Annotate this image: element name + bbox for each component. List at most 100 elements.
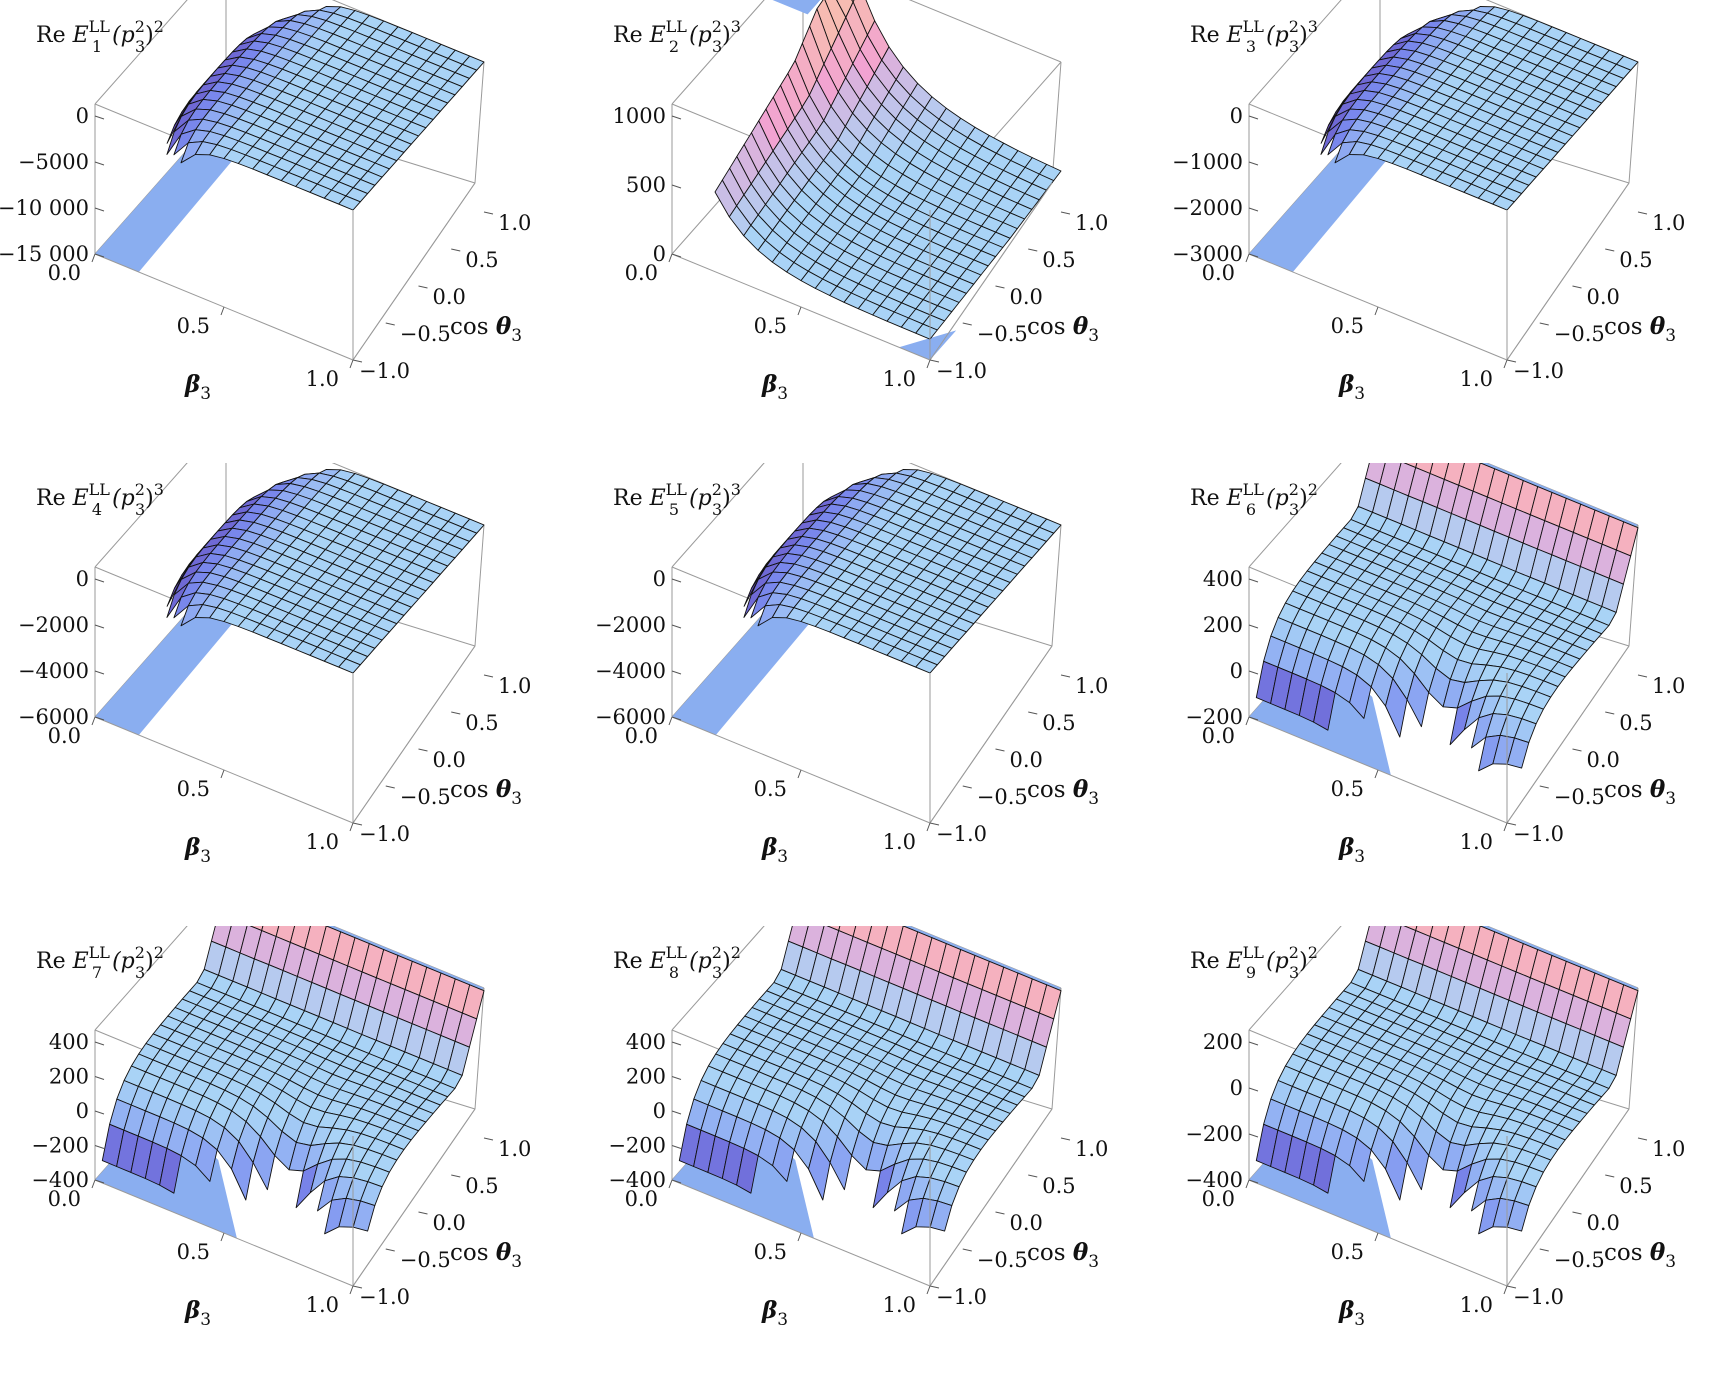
theta-symbol: θ — [1073, 1239, 1089, 1266]
z-tick-label: −1000 — [1172, 150, 1243, 174]
title-symbol: E — [649, 23, 666, 48]
cos-tick-label: −0.5 — [977, 785, 1028, 809]
theta-subscript: 3 — [1088, 1252, 1099, 1272]
title-symbol: E — [72, 486, 89, 511]
theta-symbol: θ — [496, 776, 512, 803]
panel-title: Re ELL 3 (p2 3)3 — [1190, 17, 1318, 56]
title-power: 2 — [731, 943, 741, 962]
title-superscript: LL — [89, 17, 111, 36]
cos-tick-mark — [1506, 822, 1517, 826]
z-tick-label: 0 — [653, 567, 666, 591]
cos-tick-mark — [1060, 211, 1071, 215]
cos-tick-mark — [962, 322, 972, 326]
title-superscript: LL — [89, 943, 111, 962]
title-superscript: LL — [1243, 17, 1265, 36]
cos-tick-mark — [1506, 359, 1517, 363]
cos-tick-mark — [385, 785, 395, 789]
z-tick-mark — [94, 207, 105, 212]
panel-title: Re ELL 4 (p2 3)3 — [36, 480, 164, 519]
z-tick-label: −10 000 — [0, 196, 89, 220]
beta-tick-label: 0.0 — [48, 724, 81, 748]
cos-tick-label: −1.0 — [1513, 1285, 1564, 1309]
cos-tick-label: 0.5 — [465, 1174, 498, 1198]
box-edge — [352, 1108, 476, 1287]
beta-tick-mark — [91, 1179, 96, 1189]
beta-tick-label: 0.0 — [1202, 724, 1235, 748]
cos-tick-label: 0.0 — [1010, 1211, 1043, 1235]
theta-subscript: 3 — [1088, 326, 1099, 346]
z-tick-mark — [94, 670, 105, 675]
z-tick-label: 0 — [653, 242, 666, 266]
beta-tick-label: 0.5 — [1331, 1240, 1364, 1264]
cos-tick-label: −1.0 — [1513, 359, 1564, 383]
theta-symbol: θ — [1073, 776, 1089, 803]
cos-tick-mark — [995, 285, 1005, 289]
cos-tick-label: 0.0 — [433, 748, 466, 772]
title-subscript: 4 — [92, 500, 102, 519]
cos-tick-label: 1.0 — [1075, 1137, 1108, 1161]
cos-tick-label: −1.0 — [1513, 822, 1564, 846]
beta-tick-label: 1.0 — [1460, 1293, 1493, 1317]
cos-prefix: cos — [450, 314, 496, 340]
surface-panel-9: Re ELL 9 (p2 3)2 200 0 −200 −400 0.0 0.5 1.0 β3 1.0 0… — [1154, 926, 1731, 1389]
beta-tick-mark — [91, 716, 96, 726]
beta-tick-mark — [1374, 1232, 1379, 1242]
box-edge — [352, 182, 476, 361]
cos-tick-label: 0.5 — [1619, 711, 1652, 735]
surface-panel-8: Re ELL 8 (p2 3)2 400 200 0 −200 −400 0.0 0.5 1.0 β3 1… — [577, 926, 1154, 1389]
theta-symbol: θ — [1650, 1239, 1666, 1266]
beta-tick-mark — [797, 1232, 802, 1242]
z-tick-mark — [1248, 1087, 1259, 1092]
z-tick-label: −15 000 — [0, 242, 89, 266]
box-edge — [474, 61, 485, 184]
title-close-paren: ) — [145, 23, 154, 48]
z-tick-label: −200 — [31, 1134, 89, 1158]
z-tick-label: −400 — [31, 1168, 89, 1192]
title-prefix: Re — [36, 23, 73, 48]
beta-axis-ticks: 0.0 0.5 1.0 — [625, 253, 931, 391]
title-prefix: Re — [613, 23, 650, 48]
cos-axis-label: cos θ3 — [1604, 313, 1676, 346]
panel-title: Re ELL 5 (p2 3)3 — [613, 480, 741, 519]
z-tick-mark — [1248, 1133, 1259, 1138]
z-tick-mark — [94, 1145, 105, 1149]
surface-mesh — [714, 0, 1062, 340]
z-tick-label: −2000 — [1172, 196, 1243, 220]
z-axis-ticks: 0 −5000 −10 000 −15 000 — [0, 104, 105, 266]
cos-tick-label: 1.0 — [1652, 1137, 1685, 1161]
cos-tick-label: −0.5 — [977, 322, 1028, 346]
z-tick-mark — [671, 253, 682, 258]
z-axis-ticks: 400 200 0 −200 −400 — [31, 1030, 105, 1192]
surface-panel-2: Re ELL 2 (p2 3)3 1000 500 0 0.0 0.5 1.0 β3 1.0 0.5 0.… — [577, 0, 1154, 463]
title-momentum-sup: 2 — [712, 17, 722, 36]
surface-plot-svg: Re ELL 4 (p2 3)30−2000−4000−60000.00.51.0β3… — [18, 463, 531, 867]
z-axis-ticks: 200 0 −200 −400 — [1185, 1030, 1259, 1192]
title-momentum-sub: 3 — [135, 963, 145, 982]
box-edge — [474, 524, 485, 647]
title-subscript: 6 — [1246, 500, 1256, 519]
cos-axis-ticks: 1.00.5 0.0 −0.5 −1.0 — [1506, 674, 1685, 846]
panel-title: Re ELL 6 (p2 3)2 — [1190, 480, 1318, 519]
box-edge — [929, 182, 1053, 361]
cos-tick-mark — [418, 1211, 428, 1215]
z-tick-mark — [1248, 115, 1259, 120]
beta-tick-label: 1.0 — [1460, 367, 1493, 391]
cos-tick-mark — [1028, 248, 1038, 252]
cos-tick-label: −1.0 — [936, 359, 987, 383]
cos-tick-mark — [451, 248, 461, 252]
z-tick-label: −2000 — [595, 613, 666, 637]
title-symbol: E — [649, 486, 666, 511]
cos-tick-label: −0.5 — [400, 1248, 451, 1272]
cos-tick-mark — [1637, 211, 1648, 215]
beta-tick-label: 0.5 — [1331, 777, 1364, 801]
z-tick-label: −6000 — [595, 705, 666, 729]
title-close-paren: ) — [722, 949, 731, 974]
cos-tick-mark — [352, 359, 363, 363]
cos-tick-label: 0.5 — [1042, 711, 1075, 735]
surface-plot-svg: Re ELL 6 (p2 3)24002000−2000.00.51.0β31.00.… — [1185, 463, 1685, 867]
z-tick-label: −2000 — [18, 613, 89, 637]
cos-tick-mark — [1028, 1174, 1038, 1178]
cos-tick-label: −1.0 — [359, 822, 410, 846]
z-tick-label: −200 — [608, 1134, 666, 1158]
z-tick-mark — [94, 578, 105, 583]
